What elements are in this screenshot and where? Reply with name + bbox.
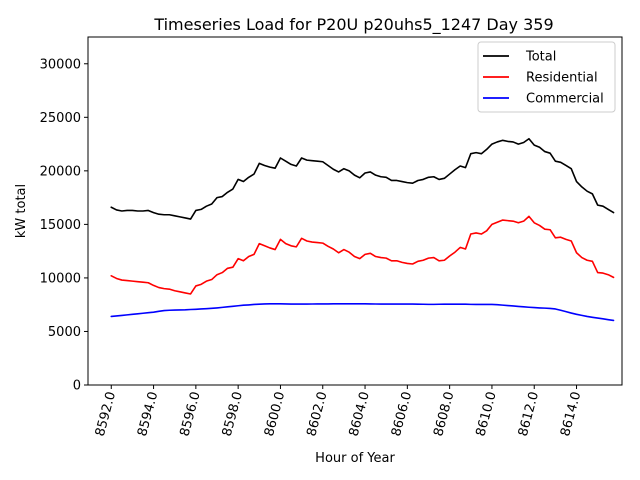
y-tick-label: 25000 — [40, 111, 81, 126]
y-tick-label: 5000 — [48, 325, 81, 340]
legend: Total Residential Commercial — [477, 41, 616, 113]
y-tick-label: 15000 — [40, 218, 81, 233]
x-axis-label: Hour of Year — [315, 451, 395, 466]
series-line-residential — [110, 215, 615, 295]
series-line-total — [110, 137, 615, 220]
y-tick-label: 10000 — [40, 271, 81, 286]
legend-label-total: Total — [525, 50, 556, 65]
y-tick-label: 0 — [73, 379, 81, 394]
chart-title: Timeseries Load for P20U p20uhs5_1247 Da… — [153, 15, 553, 35]
legend-label-commercial: Commercial — [526, 92, 604, 107]
legend-frame — [477, 41, 616, 113]
series-line-commercial — [110, 303, 615, 322]
legend-label-residential: Residential — [526, 71, 598, 86]
y-tick-label: 30000 — [40, 57, 81, 72]
y-tick-label: 20000 — [40, 164, 81, 179]
y-axis-ticks: 0 5000 10000 15000 20000 25000 30000 — [40, 57, 88, 394]
series-layer — [110, 137, 615, 322]
y-axis-label: kW total — [14, 184, 29, 238]
